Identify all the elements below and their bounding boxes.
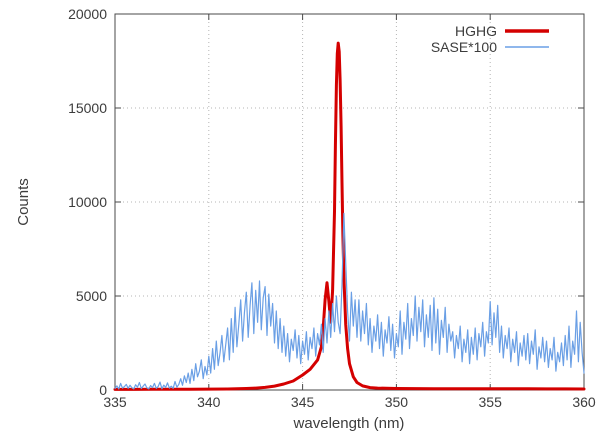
sase-line — [114, 212, 585, 390]
x-tick-label: 360 — [572, 394, 596, 410]
y-tick-label: 20000 — [68, 6, 107, 22]
series-layer — [113, 41, 586, 391]
x-axis-label: wavelength (nm) — [293, 415, 405, 432]
tick-marks-layer — [114, 13, 585, 391]
y-tick-label: 10000 — [68, 194, 107, 210]
x-tick-label: 340 — [197, 394, 221, 410]
y-tick-label: 5000 — [76, 288, 107, 304]
legend-label-sase: SASE*100 — [431, 39, 497, 55]
x-tick-labels: 335 340 345 350 355 360 — [103, 394, 596, 410]
hghg-line — [113, 41, 586, 391]
legend-label-hghg: HGHG — [455, 23, 497, 39]
y-tick-labels: 0 5000 10000 15000 20000 — [68, 6, 107, 398]
y-axis-label: Counts — [15, 178, 32, 226]
x-tick-label: 350 — [385, 394, 409, 410]
y-tick-label: 0 — [99, 382, 107, 398]
grid-layer — [115, 14, 584, 390]
y-tick-label: 15000 — [68, 100, 107, 116]
x-tick-label: 345 — [291, 394, 315, 410]
x-tick-label: 335 — [103, 394, 127, 410]
x-tick-label: 355 — [479, 394, 503, 410]
